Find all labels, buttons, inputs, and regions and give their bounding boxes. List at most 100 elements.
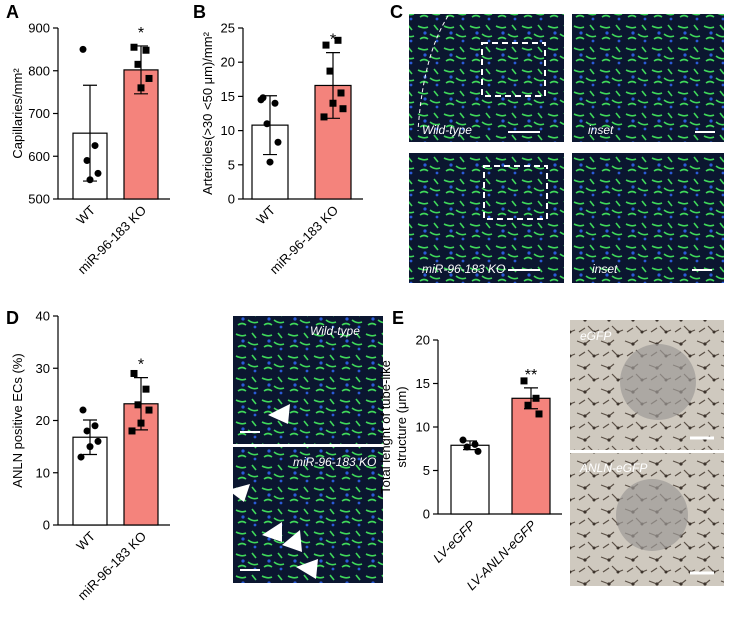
panel-d-images: Wild-type miR-96-183 KO [228, 316, 383, 583]
panel-label: C [390, 2, 403, 22]
image-label: eGFP [580, 329, 611, 343]
data-point [128, 427, 136, 435]
data-point [86, 443, 94, 451]
data-point [459, 436, 467, 444]
arrowhead [282, 530, 302, 552]
image-label: ANLN-eGFP [579, 461, 647, 475]
data-point [134, 401, 142, 409]
image-label: inset [588, 123, 614, 137]
panel-label: D [6, 308, 19, 328]
y-tick-label: 20 [416, 333, 430, 348]
significance: * [330, 32, 336, 49]
y-tick-label: 40 [36, 309, 50, 324]
data-point [91, 142, 99, 150]
y-tick-label: 10 [416, 420, 430, 435]
y-tick-label: 0 [43, 518, 50, 533]
y-axis-label: ANLN positive ECs (%) [10, 353, 25, 487]
y-tick-label: 5 [423, 463, 430, 478]
y-tick-label: 20 [36, 413, 50, 428]
data-point [137, 419, 145, 427]
micrograph [572, 14, 724, 142]
y-tick-label: 0 [423, 507, 430, 522]
data-point [83, 427, 91, 435]
data-point [337, 89, 345, 97]
x-tick-label: WT [73, 202, 98, 227]
image-label: miR-96-183 KO [293, 455, 376, 469]
data-point [535, 410, 543, 418]
data-point [463, 443, 471, 451]
data-point [471, 440, 479, 448]
image-label: Wild-type [310, 324, 360, 338]
data-point [83, 157, 91, 165]
y-tick-label: 5 [228, 157, 235, 172]
bar [450, 444, 490, 515]
y-tick-label: 25 [221, 21, 235, 36]
data-point [94, 437, 102, 445]
y-tick-label: 15 [221, 89, 235, 104]
data-point [271, 99, 279, 107]
data-point [322, 41, 330, 49]
y-tick-label: 600 [28, 149, 50, 164]
panel-label: E [392, 308, 404, 328]
data-point [263, 120, 271, 128]
data-point [86, 176, 94, 184]
data-point [142, 385, 150, 393]
x-tick-label: WT [253, 202, 278, 227]
micrograph [409, 14, 564, 142]
data-point [142, 46, 150, 54]
image-label: miR-96-183 KO [422, 262, 505, 276]
significance: * [138, 357, 144, 374]
data-point [134, 60, 142, 68]
data-point [91, 422, 99, 430]
data-point [329, 99, 337, 107]
y-tick-label: 20 [221, 55, 235, 70]
arrowhead [262, 522, 282, 542]
y-tick-label: 700 [28, 106, 50, 121]
data-point [326, 67, 334, 75]
data-point [79, 406, 87, 414]
inset-box [481, 42, 546, 97]
data-point [520, 377, 528, 385]
y-tick-label: 10 [36, 465, 50, 480]
y-tick-label: 15 [416, 376, 430, 391]
data-point [474, 447, 482, 455]
panel-c: Wild-type inset miR-96-183 KO inset [409, 14, 724, 283]
y-axis-label: Capillaries/mm² [10, 68, 25, 159]
data-point [339, 105, 347, 113]
y-axis-label: Arterioles(>30 <50 μm)/mm² [200, 31, 215, 194]
data-point [130, 43, 138, 51]
image-label: inset [592, 262, 618, 276]
y-tick-label: 30 [36, 361, 50, 376]
data-point [145, 406, 153, 414]
y-tick-label: 800 [28, 63, 50, 78]
data-point [79, 45, 87, 53]
panel-label: A [6, 2, 19, 22]
data-point [524, 401, 532, 409]
data-point [137, 84, 145, 92]
inset-box [483, 165, 548, 220]
data-point [274, 138, 282, 146]
data-point [77, 453, 85, 461]
y-axis-label: structure (μm) [394, 386, 409, 467]
data-point [94, 169, 102, 177]
image-label: Wild-type [422, 123, 472, 137]
panel-label: B [193, 2, 206, 22]
micrograph [572, 153, 724, 283]
data-point [145, 74, 153, 82]
data-point [266, 158, 274, 166]
bar [511, 397, 551, 515]
significance: ** [525, 367, 537, 384]
data-point [130, 369, 138, 377]
arrowhead [268, 404, 290, 424]
x-tick-label: LV-eGFP [430, 517, 478, 565]
y-axis-label: Total lenght of tube-like [378, 360, 393, 494]
error-bar [326, 52, 340, 119]
data-point [334, 36, 342, 44]
well-center [616, 479, 688, 551]
significance: * [138, 25, 144, 42]
y-tick-label: 0 [228, 192, 235, 207]
y-tick-label: 500 [28, 192, 50, 207]
data-point [320, 113, 328, 121]
panel-e-images: eGFP ANLN-eGFP [570, 320, 724, 586]
